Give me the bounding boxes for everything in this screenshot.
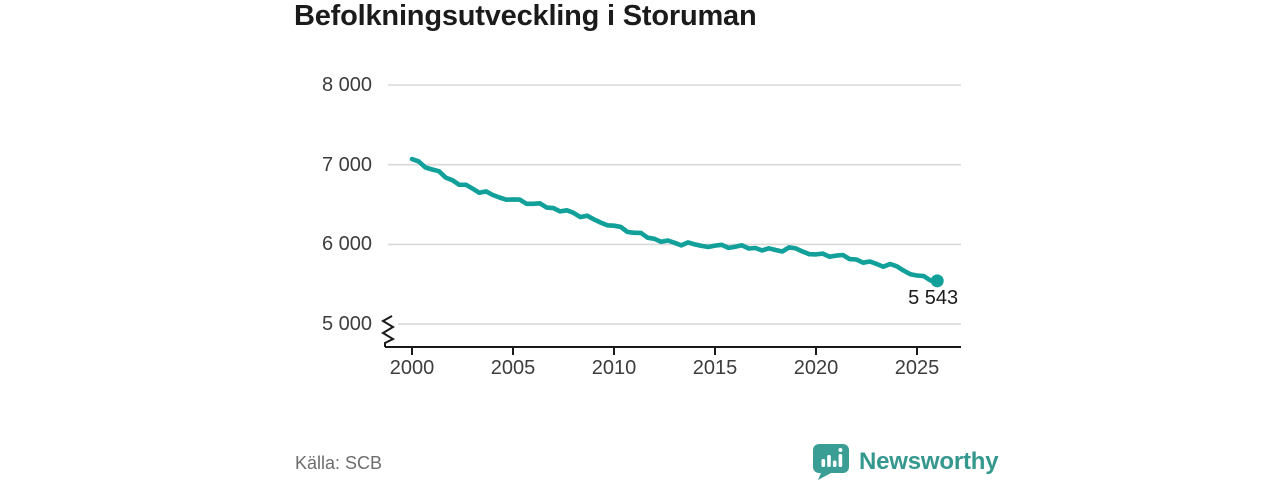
y-tick-label: 6 000 (321, 233, 372, 256)
end-point-dot (930, 274, 944, 288)
y-tick-label: 7 000 (321, 153, 372, 176)
newsworthy-wordmark: Newsworthy (859, 448, 999, 475)
x-tick-label: 2015 (692, 357, 738, 379)
y-tick-label: 8 000 (321, 74, 372, 96)
source-note: Källa: SCB (295, 453, 383, 473)
x-tick-label: 2010 (591, 357, 637, 379)
y-tick-label: 5 000 (321, 313, 372, 336)
x-tick-label: 2020 (793, 357, 839, 379)
x-tick-label: 2005 (490, 357, 536, 379)
gridlines (388, 84, 961, 325)
x-tick-label: 2000 (389, 357, 435, 379)
y-axis-break-icon (381, 315, 396, 347)
population-line (409, 156, 940, 284)
axis-layer (381, 315, 961, 355)
logo-bar-chart-icon (813, 444, 849, 480)
x-tick-label: 2025 (894, 357, 940, 379)
newsworthy-logo[interactable]: Newsworthy (813, 444, 999, 480)
last-value-label: 5 543 (908, 286, 959, 309)
chart-title: Befolkningsutveckling i Storuman (294, 0, 757, 32)
line-series-layer (409, 156, 944, 288)
